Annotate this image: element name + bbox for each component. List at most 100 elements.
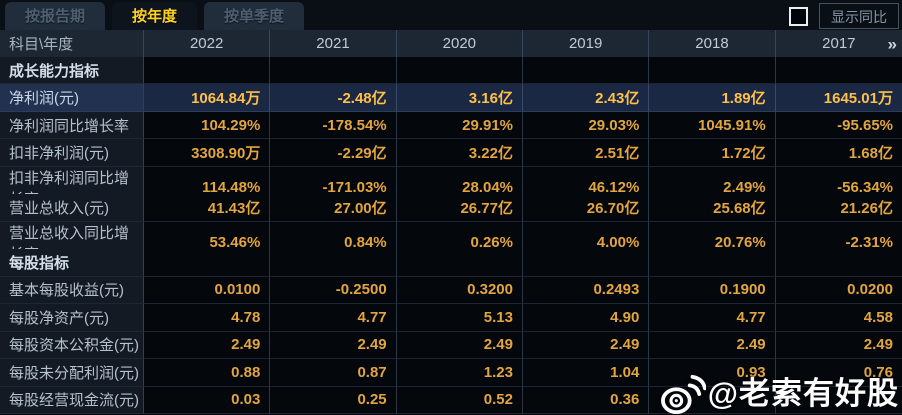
value-cell: 3308.90万 [144, 139, 271, 167]
tab-bar-tabs: 按报告期 按年度 按单季度 [5, 2, 305, 30]
value-cell: 2.49 [649, 331, 776, 360]
table-row[interactable]: 扣非净利润(元) 3308.90万 -2.29亿 3.22亿 2.51亿 1.72亿 1.6… [0, 139, 902, 167]
value-cell [649, 57, 776, 85]
year-header-cell: 2021 [270, 30, 397, 57]
value-cell: 0.0100 [144, 276, 271, 305]
value-cell: 3.22亿 [396, 139, 523, 167]
value-cell [523, 249, 650, 277]
year-header-label: 2020 [442, 35, 477, 52]
value-cell: 2.49 [523, 331, 650, 360]
value-cell: 4.58 [775, 304, 902, 332]
value-cell: 4.77 [270, 304, 397, 332]
value-cell [270, 57, 397, 85]
year-header-cell: 2022 [144, 30, 271, 57]
value-cell [649, 249, 776, 277]
value-cell: -2.48亿 [270, 84, 397, 112]
value-cell: 29.91% [396, 111, 523, 140]
value-cell: 0.0200 [775, 276, 902, 305]
row-label-cell: 营业总收入(元) [0, 194, 144, 222]
year-header-label: 2017 [822, 35, 856, 52]
section-row[interactable]: 每股指标 [0, 249, 902, 277]
row-label-cell: 每股指标 [0, 249, 144, 277]
value-cell: 2.49 [396, 331, 523, 360]
year-header-cell: 2019 [523, 30, 650, 57]
row-label-cell: 扣非净利润(元) [0, 139, 144, 167]
value-cell: 27.00亿 [270, 194, 397, 222]
value-cell: 2.49 [270, 331, 397, 360]
more-years-icon[interactable]: » [887, 34, 897, 53]
table-header-row: 科目\年度 2022 2021 2020 2019 2018 2017 » [0, 30, 902, 57]
table-row[interactable]: 扣非净利润同比增长率114.48%-171.03%28.04%46.12%2.4… [0, 166, 902, 210]
table-row[interactable]: 每股净资产(元) 4.78 4.77 5.13 4.90 4.77 4.58 [0, 304, 902, 332]
corner-header-cell: 科目\年度 [0, 30, 144, 57]
value-cell [396, 57, 523, 85]
value-cell [144, 249, 271, 277]
value-cell [775, 249, 902, 277]
value-cell: 104.29% [144, 111, 271, 140]
year-header-cell: 2018 [649, 30, 776, 57]
value-cell: -178.54% [270, 111, 397, 140]
value-cell: 2.51亿 [523, 139, 650, 167]
show-yoy-label[interactable]: 显示同比 [819, 3, 899, 29]
table-row[interactable]: 每股未分配利润(元) 0.88 0.87 1.23 1.04 0.93 0.76 [0, 359, 902, 387]
year-header-label: 2018 [695, 35, 729, 52]
table-row[interactable]: 基本每股收益(元) 0.0100 -0.2500 0.3200 0.2493 0.1900… [0, 276, 902, 305]
value-cell: 0.3200 [396, 276, 523, 305]
value-cell: 26.70亿 [523, 194, 650, 222]
value-cell: 0.2493 [523, 276, 650, 305]
value-cell: 3.16亿 [396, 84, 523, 112]
value-cell: 0.52 [396, 386, 523, 415]
value-cell: 1.89亿 [649, 84, 776, 112]
row-label-cell: 基本每股收益(元) [0, 276, 144, 305]
row-label-cell: 每股未分配利润(元) [0, 359, 144, 387]
value-cell: 29.03% [523, 111, 650, 140]
value-cell: 4.78 [144, 304, 271, 332]
value-cell: 1045.91% [649, 111, 776, 140]
row-label-cell: 每股净资产(元) [0, 304, 144, 332]
year-header-label: 2019 [568, 35, 603, 52]
value-cell: 41.43亿 [144, 194, 271, 222]
value-cell [270, 249, 397, 277]
value-cell: 4.77 [649, 304, 776, 332]
value-cell: 1.04 [523, 359, 650, 387]
year-header-cell: 2017 » [776, 30, 902, 57]
table-row[interactable]: 每股资本公积金(元) 2.49 2.49 2.49 2.49 2.49 2.49 [0, 331, 902, 360]
value-cell: 1.23 [396, 359, 523, 387]
value-cell: 0.36 [523, 386, 650, 415]
tab-by-quarter[interactable]: 按单季度 [204, 2, 305, 30]
value-cell [523, 57, 650, 85]
value-cell: 0.88 [144, 359, 271, 387]
row-label-cell: 每股经营现金流(元) [0, 386, 144, 415]
table-row[interactable]: 净利润(元) 1064.84万 -2.48亿 3.16亿 2.43亿 1.89亿 1645.… [0, 84, 902, 112]
value-cell: 1064.84万 [144, 84, 271, 112]
table-row[interactable]: 每股经营现金流(元) 0.03 0.25 0.52 0.36 [0, 386, 902, 415]
section-row[interactable]: 成长能力指标 [0, 57, 902, 85]
value-cell: 0.76 [775, 359, 902, 387]
value-cell: 2.49 [775, 331, 902, 360]
table-row[interactable]: 净利润同比增长率 104.29% -178.54% 29.91% 29.03% 1045.… [0, 111, 902, 140]
table-row[interactable]: 营业总收入(元) 41.43亿 27.00亿 26.77亿 26.70亿 25.68亿 21… [0, 194, 902, 222]
value-cell: 5.13 [396, 304, 523, 332]
value-cell: -95.65% [775, 111, 902, 140]
value-cell: -2.29亿 [270, 139, 397, 167]
value-cell: 0.03 [144, 386, 271, 415]
value-cell: 2.49 [144, 331, 271, 360]
row-label-cell: 净利润(元) [0, 84, 144, 112]
value-cell: 26.77亿 [396, 194, 523, 222]
show-yoy-checkbox[interactable] [789, 6, 808, 26]
value-cell: 0.87 [270, 359, 397, 387]
value-cell: 0.93 [649, 359, 776, 387]
yoy-controls: 显示同比 [789, 3, 899, 29]
tab-by-report-period[interactable]: 按报告期 [5, 2, 106, 30]
value-cell: 4.90 [523, 304, 650, 332]
value-cell: 0.1900 [649, 276, 776, 305]
year-header-label: 2022 [189, 35, 224, 52]
tab-by-year[interactable]: 按年度 [112, 2, 198, 30]
value-cell: 1.72亿 [649, 139, 776, 167]
year-header-cell: 2020 [397, 30, 523, 57]
table-row[interactable]: 营业总收入同比增长率53.46%0.84%0.26%4.00%20.76%-2.… [0, 221, 902, 265]
value-cell: -0.2500 [270, 276, 397, 305]
table-rows: 成长能力指标 净利润(元) 1064.84万 -2.48亿 3.16亿 2.43亿 1.89… [0, 57, 902, 415]
tab-bar: 按报告期 按年度 按单季度 显示同比 [0, 0, 902, 30]
